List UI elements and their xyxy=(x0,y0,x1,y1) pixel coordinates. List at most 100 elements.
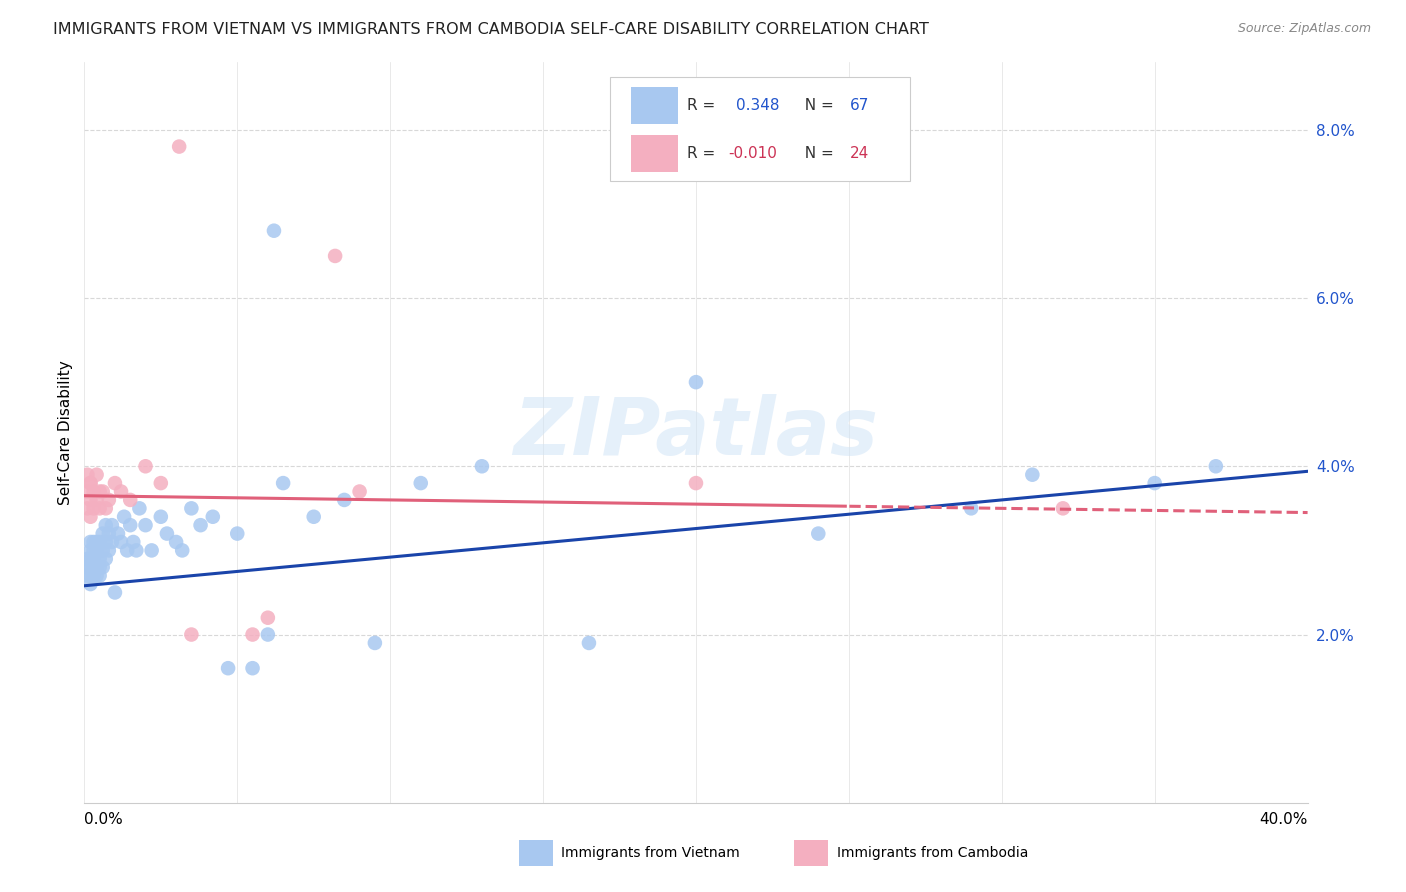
Point xyxy=(83,535,105,549)
Point xyxy=(86,535,108,549)
Point xyxy=(97,543,120,558)
Point xyxy=(685,375,707,389)
Point xyxy=(1205,459,1227,474)
Point xyxy=(323,249,346,263)
Point xyxy=(333,492,356,507)
Point xyxy=(125,543,148,558)
Point xyxy=(89,535,111,549)
Text: 0.348: 0.348 xyxy=(737,97,780,112)
Point xyxy=(79,551,101,566)
Point xyxy=(101,518,124,533)
Point xyxy=(94,501,117,516)
Point xyxy=(807,526,830,541)
Point xyxy=(76,467,98,482)
Point xyxy=(364,636,387,650)
Point xyxy=(86,492,108,507)
Point xyxy=(104,476,127,491)
Point xyxy=(89,560,111,574)
Point xyxy=(97,492,120,507)
Point xyxy=(120,492,142,507)
Point xyxy=(165,535,187,549)
Point xyxy=(201,509,224,524)
Point xyxy=(960,501,983,516)
Text: N =: N = xyxy=(794,97,838,112)
Point xyxy=(271,476,294,491)
Point xyxy=(409,476,432,491)
Point xyxy=(89,568,111,582)
Point xyxy=(578,636,600,650)
Point xyxy=(79,577,101,591)
Point xyxy=(101,535,124,549)
Point xyxy=(89,501,111,516)
FancyBboxPatch shape xyxy=(794,840,828,866)
Point xyxy=(242,661,264,675)
Point xyxy=(89,484,111,499)
Text: IMMIGRANTS FROM VIETNAM VS IMMIGRANTS FROM CAMBODIA SELF-CARE DISABILITY CORRELA: IMMIGRANTS FROM VIETNAM VS IMMIGRANTS FR… xyxy=(53,22,929,37)
Point xyxy=(190,518,212,533)
FancyBboxPatch shape xyxy=(631,135,678,171)
Point xyxy=(135,518,157,533)
Text: N =: N = xyxy=(794,145,838,161)
Point xyxy=(79,476,101,491)
Point xyxy=(79,535,101,549)
Point xyxy=(135,459,157,474)
Point xyxy=(242,627,264,641)
Text: R =: R = xyxy=(688,145,725,161)
Point xyxy=(86,568,108,582)
Point xyxy=(115,543,138,558)
Point xyxy=(76,501,98,516)
Point xyxy=(128,501,150,516)
Text: Source: ZipAtlas.com: Source: ZipAtlas.com xyxy=(1237,22,1371,36)
Point xyxy=(79,476,101,491)
Text: 24: 24 xyxy=(851,145,869,161)
Point xyxy=(76,560,98,574)
FancyBboxPatch shape xyxy=(631,87,678,123)
Point xyxy=(471,459,494,474)
Point xyxy=(257,627,280,641)
Point xyxy=(91,526,114,541)
Point xyxy=(76,484,98,499)
Point xyxy=(86,467,108,482)
Point xyxy=(83,501,105,516)
FancyBboxPatch shape xyxy=(610,78,910,181)
Text: R =: R = xyxy=(688,97,725,112)
Point xyxy=(91,543,114,558)
Point xyxy=(104,585,127,599)
Point xyxy=(76,551,98,566)
Point xyxy=(76,568,98,582)
Point xyxy=(79,560,101,574)
Point xyxy=(141,543,163,558)
Point xyxy=(120,518,142,533)
Point xyxy=(1143,476,1166,491)
Point xyxy=(172,543,194,558)
Point xyxy=(94,551,117,566)
Point xyxy=(89,551,111,566)
Point xyxy=(110,535,132,549)
Point xyxy=(91,484,114,499)
Point xyxy=(349,484,371,499)
Point xyxy=(302,509,325,524)
Text: 67: 67 xyxy=(851,97,869,112)
Point xyxy=(83,560,105,574)
Point xyxy=(1052,501,1074,516)
Point xyxy=(86,560,108,574)
Point xyxy=(94,535,117,549)
Point xyxy=(263,224,285,238)
Point xyxy=(83,484,105,499)
Point xyxy=(79,492,101,507)
Point xyxy=(83,568,105,582)
Text: Immigrants from Cambodia: Immigrants from Cambodia xyxy=(837,847,1028,860)
Point xyxy=(79,543,101,558)
Text: ZIPatlas: ZIPatlas xyxy=(513,393,879,472)
Point xyxy=(83,551,105,566)
Point xyxy=(91,560,114,574)
Point xyxy=(257,610,280,624)
Point xyxy=(122,535,145,549)
Point xyxy=(180,501,202,516)
Point xyxy=(685,476,707,491)
Text: -0.010: -0.010 xyxy=(728,145,776,161)
Point xyxy=(112,509,135,524)
Point xyxy=(94,518,117,533)
Text: 0.0%: 0.0% xyxy=(84,812,124,827)
Point xyxy=(167,139,190,153)
